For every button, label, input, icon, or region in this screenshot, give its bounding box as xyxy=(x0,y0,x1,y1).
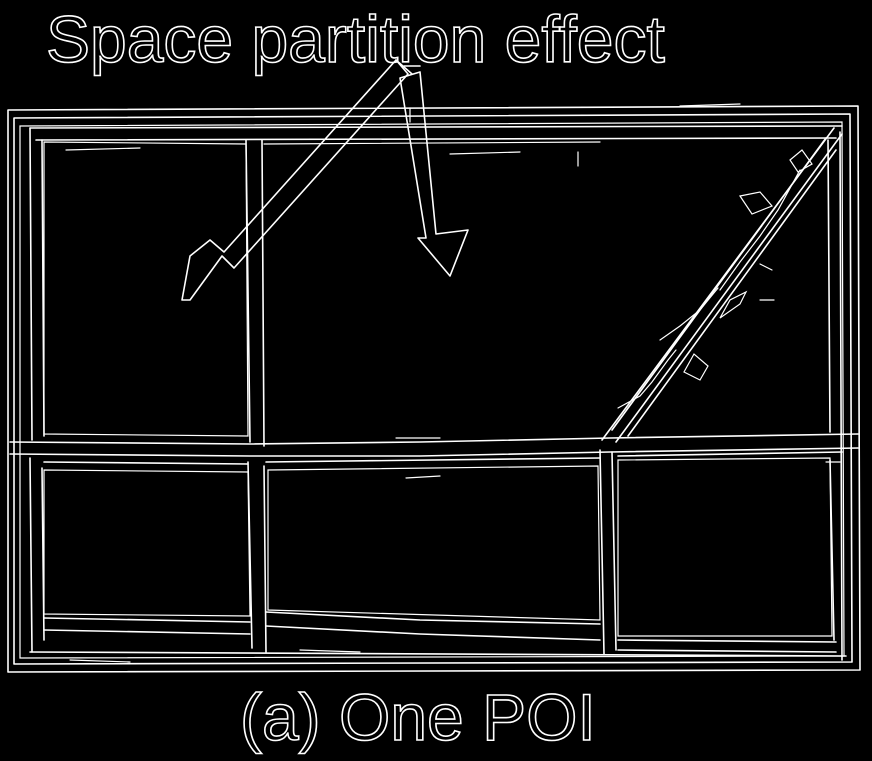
arrow-middle-block xyxy=(399,65,469,277)
road-middle xyxy=(9,433,859,465)
edge-fragments xyxy=(65,103,841,663)
block-outlines xyxy=(43,141,833,637)
arrow-left-block xyxy=(181,59,413,301)
outer-frame xyxy=(7,105,861,673)
road-mid-right xyxy=(599,449,617,655)
road-bottom xyxy=(29,611,847,657)
road-right xyxy=(827,131,843,661)
diagonal-road xyxy=(601,127,843,443)
annotation-label: Space partition effect xyxy=(46,2,665,76)
figure-caption: (a) One POI xyxy=(240,680,596,754)
road-top xyxy=(29,125,843,141)
road-left xyxy=(29,127,45,653)
